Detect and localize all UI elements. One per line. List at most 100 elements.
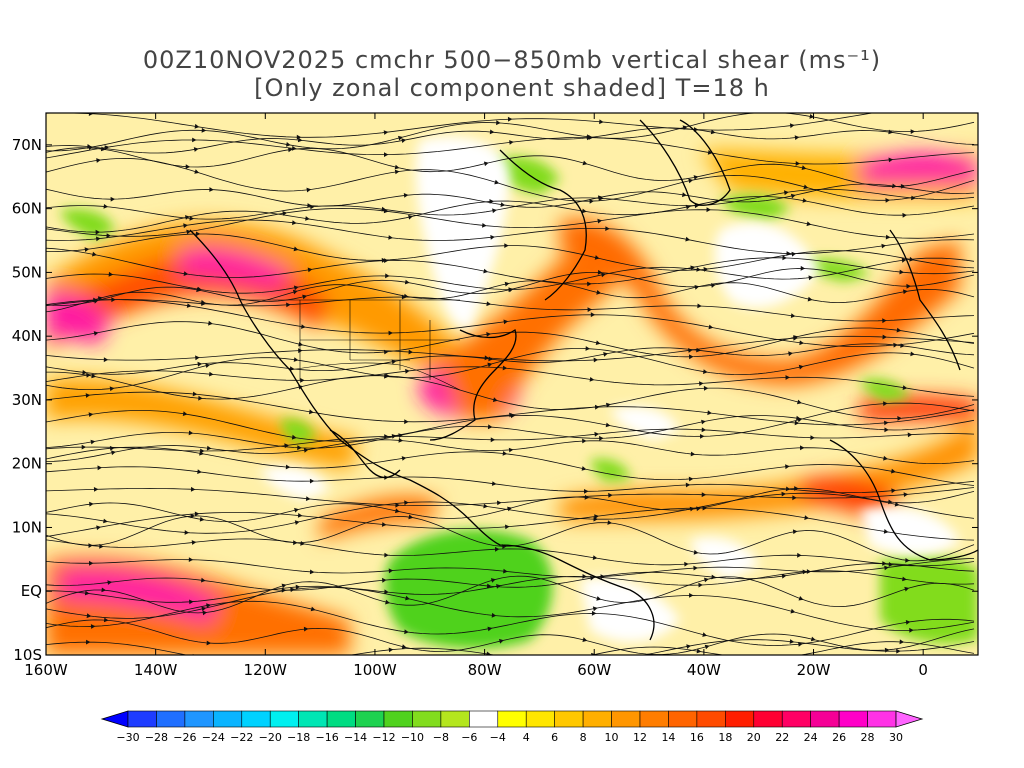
colorbar-label: −4 bbox=[490, 731, 506, 744]
streamline-arrow bbox=[902, 212, 907, 218]
streamline-arrow bbox=[201, 606, 207, 612]
colorbar-label: 6 bbox=[551, 731, 558, 744]
streamline-arrow bbox=[381, 522, 387, 527]
streamline-arrow bbox=[291, 434, 297, 440]
colorbar-label: 14 bbox=[661, 731, 675, 744]
streamline-arrow bbox=[701, 419, 706, 425]
streamline-arrow bbox=[208, 320, 213, 326]
colorbar-swatch bbox=[184, 710, 214, 728]
streamline bbox=[46, 207, 975, 239]
streamline-arrow bbox=[496, 120, 501, 126]
streamline-arrow bbox=[93, 331, 99, 336]
streamline-arrow bbox=[490, 437, 496, 443]
streamline-arrow bbox=[103, 617, 109, 623]
streamline-arrow bbox=[696, 347, 701, 353]
streamline-arrow bbox=[82, 370, 87, 375]
streamline-arrow bbox=[699, 381, 704, 386]
streamline-arrow bbox=[84, 247, 90, 252]
colorbar-label: 28 bbox=[861, 731, 875, 744]
colorbar-label: −20 bbox=[259, 731, 282, 744]
streamline-arrow bbox=[384, 434, 389, 439]
streamline bbox=[46, 196, 975, 233]
streamline-arrow bbox=[206, 640, 212, 646]
streamline-arrow bbox=[500, 202, 506, 207]
lon-tick-label: 40W bbox=[687, 661, 721, 679]
streamline-arrow bbox=[111, 450, 116, 456]
streamline-arrow bbox=[697, 303, 702, 309]
streamline-arrow bbox=[199, 450, 204, 456]
streamline-arrow bbox=[190, 486, 196, 492]
streamline-arrow bbox=[188, 557, 194, 562]
streamline-arrow bbox=[884, 420, 889, 426]
streamline-arrow bbox=[605, 226, 610, 231]
streamline-arrow bbox=[483, 503, 488, 509]
streamline-arrow bbox=[293, 285, 299, 291]
streamline-arrow bbox=[785, 375, 790, 380]
streamline-arrow bbox=[401, 294, 407, 300]
lon-tick-label: 160W bbox=[24, 661, 68, 679]
streamline-arrow bbox=[799, 340, 804, 346]
streamline-arrow bbox=[190, 513, 195, 519]
streamline-arrow bbox=[698, 582, 703, 588]
streamline-arrow bbox=[394, 169, 400, 175]
streamline bbox=[46, 280, 975, 313]
streamline-arrow bbox=[882, 334, 887, 340]
colorbar-swatch bbox=[213, 710, 243, 728]
colorbar-max-arrow bbox=[895, 710, 924, 728]
streamline-arrow bbox=[391, 359, 397, 365]
streamline-arrow bbox=[289, 661, 294, 666]
streamline-arrow bbox=[689, 593, 694, 598]
streamline-arrow bbox=[195, 355, 200, 361]
streamline-arrow bbox=[404, 279, 410, 285]
streamline-arrow bbox=[182, 411, 188, 416]
colorbar-label: −14 bbox=[344, 731, 367, 744]
streamline-arrow bbox=[905, 106, 910, 111]
streamline-arrow bbox=[398, 433, 404, 438]
streamline-arrow bbox=[800, 265, 806, 271]
streamline-arrow bbox=[297, 513, 303, 518]
streamline-arrow bbox=[401, 644, 407, 649]
lon-tick-label: 120W bbox=[244, 661, 288, 679]
streamline-arrow bbox=[706, 207, 711, 213]
streamline-arrow bbox=[395, 502, 400, 508]
streamline-arrow bbox=[608, 492, 613, 498]
colorbar-swatch bbox=[127, 710, 157, 728]
colorbar-label: 10 bbox=[605, 731, 619, 744]
colorbar-min-arrow bbox=[100, 710, 129, 728]
streamline-arrow bbox=[788, 351, 793, 357]
streamline-arrow bbox=[301, 324, 306, 329]
streamline-arrow bbox=[408, 349, 413, 355]
streamline bbox=[46, 492, 975, 534]
streamline-arrow bbox=[784, 655, 789, 660]
streamline-arrow bbox=[294, 520, 300, 525]
streamline-arrow bbox=[782, 255, 787, 261]
lat-tick-label: 70N bbox=[12, 136, 42, 154]
streamline-arrow bbox=[184, 530, 190, 535]
streamline-arrow bbox=[383, 208, 389, 214]
streamline-arrow bbox=[594, 514, 599, 519]
streamline-arrow bbox=[183, 223, 188, 229]
streamline bbox=[46, 415, 975, 449]
streamline-arrow bbox=[193, 147, 199, 152]
streamline-arrow bbox=[404, 419, 409, 425]
streamline-arrow bbox=[781, 573, 787, 579]
streamline-arrow bbox=[487, 626, 493, 632]
streamline-arrow bbox=[798, 364, 804, 370]
streamline-arrow bbox=[294, 507, 299, 513]
streamline-arrow bbox=[797, 399, 802, 405]
streamline-arrow bbox=[483, 161, 489, 167]
streamline-arrow bbox=[492, 397, 498, 402]
streamline-arrow bbox=[702, 505, 707, 511]
streamline-arrow bbox=[797, 552, 802, 558]
streamline bbox=[46, 299, 975, 347]
streamline-arrow bbox=[688, 178, 694, 184]
streamline-arrow bbox=[597, 269, 603, 275]
lon-tick-label: 20W bbox=[797, 661, 831, 679]
streamline-arrow bbox=[383, 130, 389, 135]
streamline-arrow bbox=[408, 514, 414, 520]
streamline-arrow bbox=[599, 435, 604, 441]
streamline-arrow bbox=[284, 443, 289, 449]
streamline bbox=[46, 366, 975, 397]
streamline-arrow bbox=[185, 215, 190, 220]
streamline-arrow bbox=[384, 655, 389, 660]
